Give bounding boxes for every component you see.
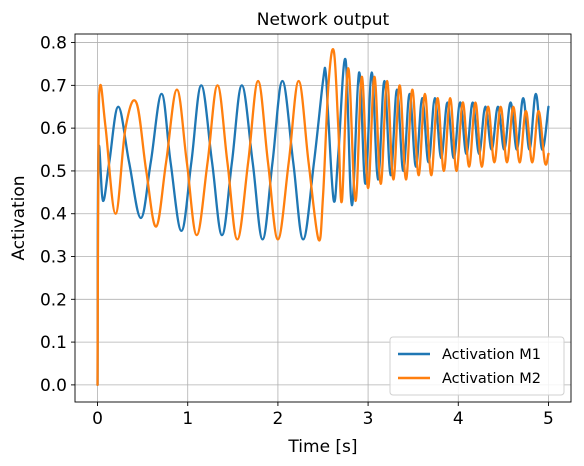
plot-frame xyxy=(74,33,572,403)
series-line-m2 xyxy=(96,48,550,387)
y-axis-label: Activation xyxy=(9,175,29,260)
series-group xyxy=(96,48,550,387)
x-tick-label: 3 xyxy=(363,409,374,429)
y-tick-label: 0.3 xyxy=(40,248,67,268)
legend: Activation M1 Activation M2 xyxy=(389,336,565,396)
y-tick-label: 0.4 xyxy=(40,205,67,225)
y-tick-label: 0.1 xyxy=(40,333,67,353)
legend-label-m1: Activation M1 xyxy=(442,347,541,363)
axis-ticks: 0 1 2 3 4 5 0.0 0.1 0.2 0.3 0.4 0.5 0.6 0.7 0.8 xyxy=(40,34,554,429)
y-tick-label: 0.0 xyxy=(40,376,67,396)
y-tick-label: 0.2 xyxy=(40,290,67,310)
series-line-m1 xyxy=(96,58,550,387)
y-tick-label: 0.7 xyxy=(40,76,67,96)
x-tick-label: 4 xyxy=(453,409,464,429)
y-tick-label: 0.6 xyxy=(40,119,67,139)
x-tick-label: 0 xyxy=(92,409,103,429)
x-tick-label: 5 xyxy=(543,409,554,429)
legend-label-m2: Activation M2 xyxy=(442,371,541,387)
chart-title: Network output xyxy=(257,10,390,30)
y-tick-label: 0.5 xyxy=(40,162,67,182)
x-tick-label: 2 xyxy=(272,409,283,429)
legend-box xyxy=(389,336,565,396)
x-tick-label: 1 xyxy=(182,409,193,429)
x-axis-label: Time [s] xyxy=(287,437,357,457)
y-tick-label: 0.8 xyxy=(40,34,67,54)
